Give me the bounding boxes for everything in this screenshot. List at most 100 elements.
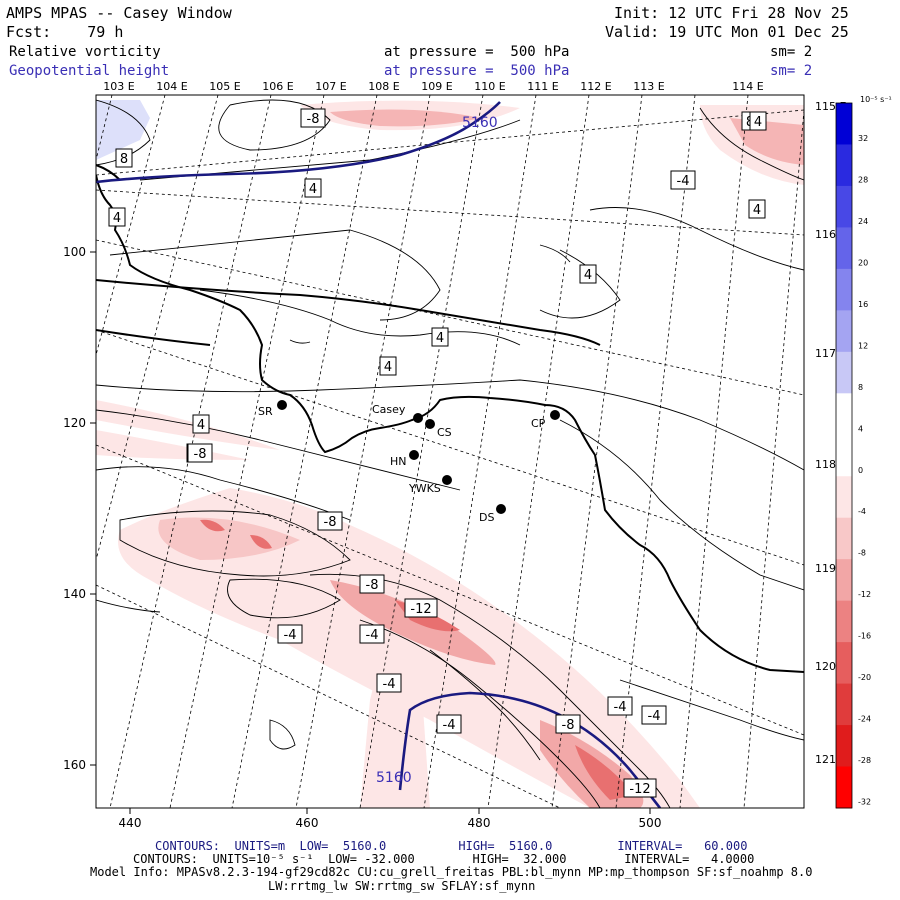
vorticity-label-text: -4 — [284, 628, 297, 643]
vorticity-contour-label: -4 — [277, 624, 303, 644]
lon-label: 105 E — [209, 80, 240, 93]
colorbar-label: -4 — [858, 507, 866, 516]
lon-label: 108 E — [368, 80, 399, 93]
colorbar-label: 28 — [858, 175, 868, 184]
station-label: HN — [390, 455, 407, 468]
station-label: Casey — [372, 403, 406, 416]
colorbar-label: -20 — [858, 673, 871, 682]
colorbar-label: 8 — [858, 383, 863, 392]
vorticity-contour-label: 4 — [431, 327, 449, 347]
init-time: Init: 12 UTC Fri 28 Nov 25 — [614, 4, 849, 22]
station-label: CS — [437, 426, 452, 439]
colorbar-label: -24 — [858, 715, 871, 724]
field-2-smoothing: sm= 2 — [770, 63, 813, 79]
lon-label: 103 E — [103, 80, 134, 93]
colorbar-swatch — [836, 351, 852, 394]
colorbar-label: 32 — [858, 134, 868, 143]
station-dot — [550, 410, 560, 420]
lon-label: 111 E — [527, 80, 558, 93]
colorbar-swatch — [836, 725, 852, 768]
x-tick-label: 440 — [119, 816, 142, 830]
vorticity-contour-label: 4 — [379, 356, 397, 376]
station-dot — [425, 419, 435, 429]
colorbar-label: 16 — [858, 300, 868, 309]
footer-model-info: Model Info: MPASv8.2.3-194-gf29cd82c CU:… — [90, 865, 813, 879]
y-tick-label: 140 — [63, 587, 86, 601]
vorticity-label-text: 4 — [309, 182, 317, 197]
lon-label: 109 E — [421, 80, 452, 93]
colorbar-swatch — [836, 476, 852, 519]
lon-label: 106 E — [262, 80, 293, 93]
vorticity-contour-label: 4 — [192, 414, 210, 434]
vorticity-label-text: 4 — [197, 418, 205, 433]
colorbar-label: 0 — [858, 466, 863, 475]
vorticity-label-text: 4 — [113, 211, 121, 226]
colorbar-swatch — [836, 144, 852, 187]
colorbar-label: 4 — [858, 424, 863, 433]
vorticity-contour-label: -8 — [317, 511, 343, 531]
colorbar-swatch — [836, 103, 852, 145]
vorticity-contour-label: -8 — [300, 108, 326, 128]
station-dot — [442, 475, 452, 485]
vorticity-labels: -8848-4444444-4-8-8-12-4-4-4-4-4-8-12-44… — [108, 108, 767, 798]
vorticity-label-text: -8 — [562, 718, 575, 733]
station-markers: SR Casey CS CP HN YWKS DS — [258, 400, 560, 524]
vorticity-contour-label: -8 — [187, 443, 213, 463]
vorticity-contour-label: 4 — [579, 264, 597, 284]
colorbar-swatch — [836, 642, 852, 685]
colorbar-label: -32 — [858, 798, 871, 807]
vorticity-label-text: -4 — [677, 174, 690, 189]
vorticity-contour-label: -8 — [555, 714, 581, 734]
vorticity-contour-label: 4 — [749, 111, 767, 131]
station-dot — [496, 504, 506, 514]
vorticity-label-text: 4 — [753, 203, 761, 218]
colorbar-label: -8 — [858, 549, 866, 558]
vorticity-contour-label: 4 — [108, 207, 126, 227]
lon-label: 112 E — [580, 80, 611, 93]
lon-label: 107 E — [315, 80, 346, 93]
vorticity-contour-label: -4 — [641, 705, 667, 725]
vorticity-label-text: -4 — [366, 628, 379, 643]
vorticity-contour-label: 4 — [304, 178, 322, 198]
map-title: AMPS MPAS -- Casey Window — [6, 4, 232, 22]
colorbar-swatch — [836, 227, 852, 270]
colorbar-swatch — [836, 268, 852, 311]
vorticity-label-text: 4 — [584, 268, 592, 283]
vorticity-contour-label: -8 — [359, 574, 385, 594]
vorticity-label-text: -8 — [324, 515, 337, 530]
coastline — [96, 164, 804, 673]
lon-label: 104 E — [156, 80, 187, 93]
colorbar-swatch — [836, 683, 852, 726]
station-label: DS — [479, 511, 494, 524]
lat-lon-grid — [96, 95, 804, 808]
station-dot — [409, 450, 419, 460]
vorticity-label-text: -8 — [366, 578, 379, 593]
vorticity-label-text: 4 — [754, 115, 762, 130]
station-dot — [413, 413, 423, 423]
colorbar-unit: 10⁻⁵ s⁻¹ — [860, 95, 892, 104]
colorbar-frame — [835, 102, 853, 809]
colorbar-swatch — [836, 517, 852, 560]
vorticity-contour-label: -4 — [376, 673, 402, 693]
field-2-name: Geopotential height — [9, 63, 170, 79]
y-tick-label: 160 — [63, 758, 86, 772]
vorticity-contour-label: -4 — [670, 170, 696, 190]
vorticity-contour-label: -4 — [607, 696, 633, 716]
vorticity-label-text: -8 — [307, 112, 320, 127]
colorbar-label: 24 — [858, 217, 868, 226]
vorticity-contour-label: 4 — [748, 199, 766, 219]
height-labels: 5160 5160 — [376, 115, 498, 786]
footer-height-contours: CONTOURS: UNITS=m LOW= 5160.0 HIGH= 5160… — [155, 839, 748, 853]
colorbar: 10⁻⁵ s⁻¹ 32 28 24 20 16 12 8 4 0 -4 -8 -12 -16 -20 -24… — [835, 95, 892, 809]
lon-label: 113 E — [633, 80, 664, 93]
vorticity-label-text: 8 — [120, 152, 128, 167]
colorbar-label: 20 — [858, 258, 868, 267]
y-tick-label: 100 — [63, 245, 86, 259]
colorbar-swatch — [836, 185, 852, 228]
station-label: CP — [531, 417, 546, 430]
axis-ticks — [90, 251, 651, 814]
plot-frame — [95, 94, 805, 809]
colorbar-label: 12 — [858, 341, 868, 350]
vorticity-shading — [96, 100, 804, 808]
